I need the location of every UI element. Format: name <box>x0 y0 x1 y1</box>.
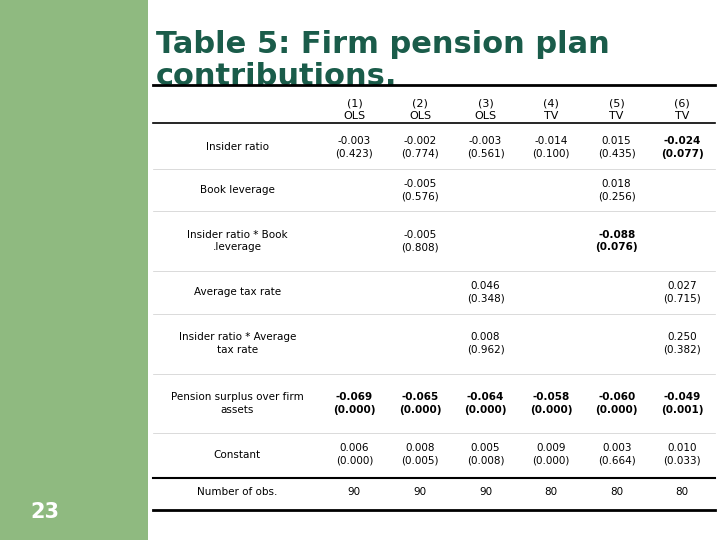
Text: 80: 80 <box>675 487 689 497</box>
Text: Insider ratio * Book
.leverage: Insider ratio * Book .leverage <box>187 230 287 252</box>
Bar <box>148 0 720 540</box>
Text: (3): (3) <box>477 99 493 109</box>
Text: 90: 90 <box>348 487 361 497</box>
Text: OLS: OLS <box>343 111 366 121</box>
Text: 23: 23 <box>30 502 59 522</box>
Text: TV: TV <box>609 111 624 121</box>
Text: -0.060
(0.000): -0.060 (0.000) <box>595 392 638 415</box>
Text: -0.088
(0.076): -0.088 (0.076) <box>595 230 638 252</box>
Text: 90: 90 <box>479 487 492 497</box>
Text: -0.014
(0.100): -0.014 (0.100) <box>532 136 570 159</box>
Text: 0.006
(0.000): 0.006 (0.000) <box>336 443 373 466</box>
Bar <box>0 0 148 540</box>
Text: -0.005
(0.576): -0.005 (0.576) <box>401 179 438 201</box>
Text: Insider ratio: Insider ratio <box>206 143 269 152</box>
Text: -0.049
(0.001): -0.049 (0.001) <box>661 392 703 415</box>
Text: -0.069
(0.000): -0.069 (0.000) <box>333 392 376 415</box>
Text: (6): (6) <box>675 99 690 109</box>
Text: 0.046
(0.348): 0.046 (0.348) <box>467 281 505 303</box>
Text: TV: TV <box>675 111 690 121</box>
Text: contributions.: contributions. <box>156 62 397 91</box>
Text: 0.005
(0.008): 0.005 (0.008) <box>467 443 504 466</box>
Text: OLS: OLS <box>409 111 431 121</box>
Text: -0.002
(0.774): -0.002 (0.774) <box>401 136 438 159</box>
Text: 0.009
(0.000): 0.009 (0.000) <box>532 443 570 466</box>
Text: -0.003
(0.561): -0.003 (0.561) <box>467 136 505 159</box>
Text: 0.015
(0.435): 0.015 (0.435) <box>598 136 636 159</box>
Text: (5): (5) <box>609 99 624 109</box>
Text: 0.027
(0.715): 0.027 (0.715) <box>663 281 701 303</box>
Text: Pension surplus over firm
assets: Pension surplus over firm assets <box>171 392 304 415</box>
Text: 0.018
(0.256): 0.018 (0.256) <box>598 179 636 201</box>
Text: -0.064
(0.000): -0.064 (0.000) <box>464 392 507 415</box>
Text: 0.003
(0.664): 0.003 (0.664) <box>598 443 636 466</box>
Text: OLS: OLS <box>474 111 497 121</box>
Text: Average tax rate: Average tax rate <box>194 287 281 298</box>
Text: Table 5: Firm pension plan: Table 5: Firm pension plan <box>156 30 610 59</box>
Text: Constant: Constant <box>214 450 261 460</box>
Text: Insider ratio * Average
tax rate: Insider ratio * Average tax rate <box>179 333 296 355</box>
Text: -0.003
(0.423): -0.003 (0.423) <box>336 136 373 159</box>
Text: 90: 90 <box>413 487 426 497</box>
Text: (4): (4) <box>543 99 559 109</box>
Text: 0.250
(0.382): 0.250 (0.382) <box>663 333 701 355</box>
Text: -0.024
(0.077): -0.024 (0.077) <box>661 136 703 159</box>
Text: Book leverage: Book leverage <box>200 185 275 195</box>
Text: -0.005
(0.808): -0.005 (0.808) <box>401 230 438 252</box>
Text: 80: 80 <box>544 487 558 497</box>
Text: 0.010
(0.033): 0.010 (0.033) <box>663 443 701 466</box>
Text: -0.058
(0.000): -0.058 (0.000) <box>530 392 572 415</box>
Text: 0.008
(0.962): 0.008 (0.962) <box>467 333 505 355</box>
Text: Number of obs.: Number of obs. <box>197 487 277 497</box>
Text: -0.065
(0.000): -0.065 (0.000) <box>399 392 441 415</box>
Text: 80: 80 <box>610 487 624 497</box>
Text: (1): (1) <box>346 99 362 109</box>
Text: TV: TV <box>544 111 558 121</box>
Text: (2): (2) <box>412 99 428 109</box>
Text: 0.008
(0.005): 0.008 (0.005) <box>401 443 438 466</box>
